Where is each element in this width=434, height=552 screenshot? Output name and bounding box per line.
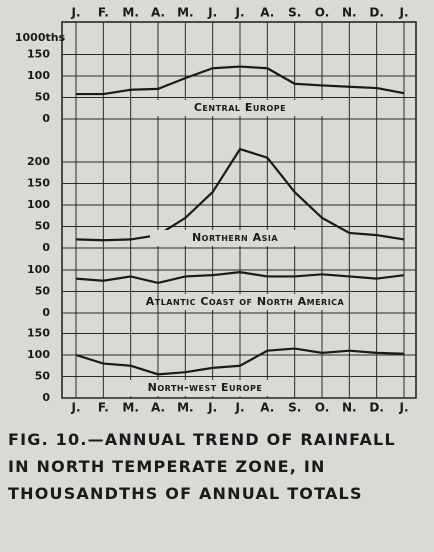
label-background xyxy=(150,230,320,246)
x-tick-label: J. xyxy=(234,6,244,20)
x-tick-label: J. xyxy=(70,6,80,20)
y-tick-label: 0 xyxy=(42,391,50,404)
x-tick-label: O. xyxy=(315,401,330,415)
x-tick-label: A. xyxy=(151,401,165,415)
y-tick-label: 100 xyxy=(27,348,50,361)
y-tick-label: 100 xyxy=(27,198,50,211)
series-label: Atlantic Coast of North America xyxy=(146,295,345,308)
y-tick-label: 200 xyxy=(27,155,50,168)
x-tick-label: J. xyxy=(398,6,408,20)
y-tick-label: 50 xyxy=(35,220,51,233)
label-background xyxy=(160,294,330,310)
x-tick-label: J. xyxy=(207,401,217,415)
x-tick-label: A. xyxy=(260,401,274,415)
y-tick-label: 0 xyxy=(42,112,50,125)
y-tick-label: 150 xyxy=(27,48,50,61)
x-tick-label: J. xyxy=(207,6,217,20)
y-tick-label: 0 xyxy=(42,306,50,319)
x-tick-label: J. xyxy=(398,401,408,415)
x-tick-label: D. xyxy=(369,401,384,415)
x-tick-label: M. xyxy=(177,401,194,415)
x-tick-label: F. xyxy=(98,401,109,415)
x-tick-label: M. xyxy=(122,401,139,415)
x-tick-label: J. xyxy=(70,401,80,415)
x-tick-label: F. xyxy=(98,6,109,20)
x-tick-label: S. xyxy=(288,6,301,20)
caption-line: FIG. 10.—ANNUAL TREND OF RAINFALL xyxy=(8,430,396,449)
caption-line: THOUSANDTHS OF ANNUAL TOTALS xyxy=(8,484,363,503)
y-tick-label: 0 xyxy=(42,241,50,254)
y-tick-label: 50 xyxy=(35,370,51,383)
y-tick-label: 100 xyxy=(27,263,50,276)
x-tick-label: A. xyxy=(260,6,274,20)
series-line xyxy=(75,271,405,285)
x-tick-label: D. xyxy=(369,6,384,20)
series-line xyxy=(75,347,405,376)
y-axis-label: 1000ths xyxy=(15,31,66,44)
x-tick-label: S. xyxy=(288,401,301,415)
x-tick-label: N. xyxy=(342,6,357,20)
x-tick-label: J. xyxy=(234,401,244,415)
x-tick-label: M. xyxy=(177,6,194,20)
x-tick-label: N. xyxy=(342,401,357,415)
x-tick-label: M. xyxy=(122,6,139,20)
series-label: Northern Asia xyxy=(192,231,278,244)
caption-line: IN NORTH TEMPERATE ZONE, IN xyxy=(8,457,326,476)
series-line xyxy=(76,65,405,96)
x-tick-label: A. xyxy=(151,6,165,20)
label-background xyxy=(120,380,290,396)
series-line xyxy=(75,147,405,242)
x-tick-label: O. xyxy=(315,6,330,20)
plot-frame xyxy=(61,21,417,399)
y-tick-label: 150 xyxy=(27,177,50,190)
y-tick-label: 100 xyxy=(27,69,50,82)
y-tick-label: 50 xyxy=(35,91,51,104)
series-label: Central Europe xyxy=(194,101,286,114)
label-background xyxy=(155,100,325,116)
y-tick-label: 150 xyxy=(27,327,50,340)
caption: FIG. 10.—ANNUAL TREND OF RAINFALL IN NORT… xyxy=(8,430,396,503)
series-label: North-west Europe xyxy=(148,381,263,394)
y-tick-label: 50 xyxy=(35,285,51,298)
